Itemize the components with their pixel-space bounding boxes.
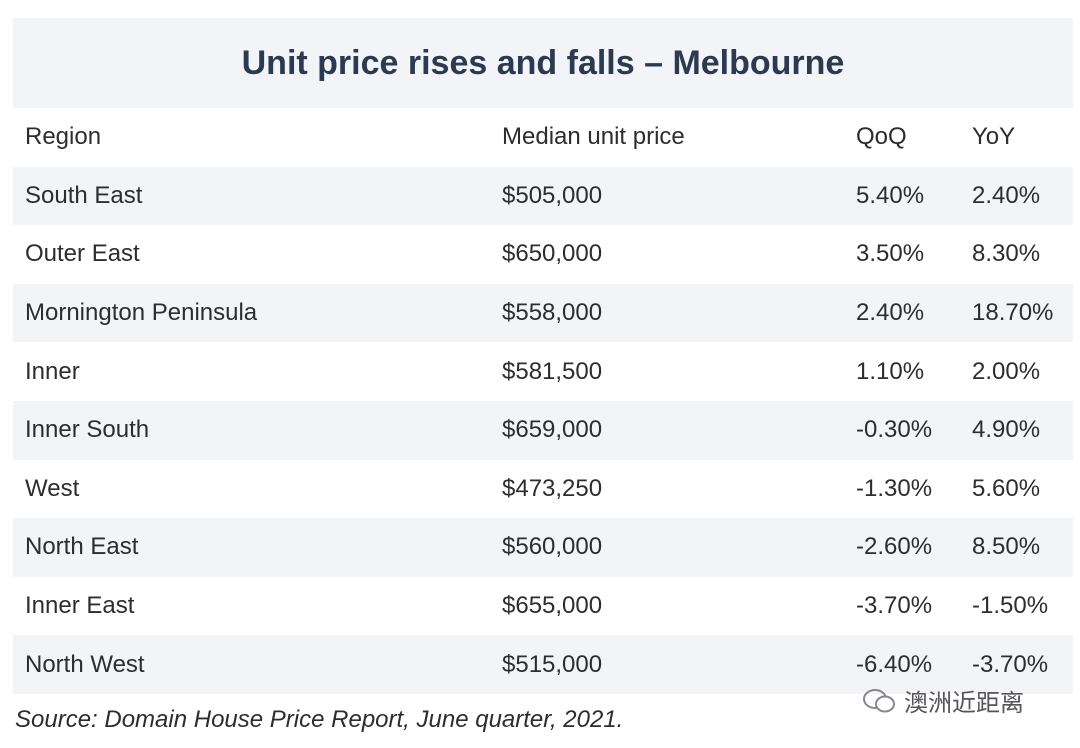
cell: $515,000	[502, 650, 603, 678]
cell: $505,000	[502, 181, 603, 209]
cell: 8.50%	[972, 533, 1041, 561]
table-row: North West $515,000 -6.40% -3.70%	[13, 635, 1073, 694]
cell: Inner East	[25, 592, 135, 620]
cell: -1.30%	[856, 474, 933, 502]
cell: 5.60%	[972, 474, 1041, 502]
cell: Median unit price	[502, 123, 685, 151]
cell: North East	[25, 533, 139, 561]
cell: -3.70%	[856, 592, 933, 620]
cell: $655,000	[502, 592, 603, 620]
cell: Outer East	[25, 240, 140, 268]
cell: South East	[25, 181, 143, 209]
cell: Inner South	[25, 416, 150, 444]
cell: -0.30%	[856, 416, 933, 444]
cell: $581,500	[502, 357, 603, 385]
table-row: Mornington Peninsula $558,000 2.40% 18.70%	[13, 283, 1073, 343]
table-row: Inner East $655,000 -3.70% -1.50%	[13, 577, 1073, 636]
title: Unit price rises and falls – Melbourne	[241, 43, 845, 82]
watermark-icon	[863, 688, 895, 712]
title-band: Unit price rises and falls – Melbourne	[13, 18, 1073, 108]
cell: 4.90%	[972, 416, 1041, 444]
cell: -3.70%	[972, 650, 1049, 678]
table: Region Median unit price QoQ YoY South East $…	[13, 108, 1073, 694]
cell: YoY	[972, 123, 1016, 151]
cell: -1.50%	[972, 592, 1049, 620]
watermark-text: 澳洲近距离	[904, 690, 1024, 717]
cell: Inner	[25, 357, 80, 385]
table-row: Outer East $650,000 3.50% 8.30%	[13, 225, 1073, 284]
cell: $558,000	[502, 299, 603, 327]
cell: Mornington Peninsula	[25, 299, 258, 327]
cell: $473,250	[502, 474, 603, 502]
cell: QoQ	[856, 123, 907, 151]
cell: $650,000	[502, 240, 603, 268]
cell: 2.00%	[972, 357, 1041, 385]
watermark: 澳洲近距离	[862, 683, 1024, 718]
cell: $560,000	[502, 533, 603, 561]
cell: North West	[25, 650, 145, 678]
cell: 1.10%	[856, 357, 925, 385]
table-row: West $473,250 -1.30% 5.60%	[13, 460, 1073, 519]
cell: Region	[25, 123, 102, 151]
cell: 18.70%	[972, 299, 1054, 327]
source-note: Source: Domain House Price Report, June …	[15, 706, 624, 733]
table-row: South East $505,000 5.40% 2.40%	[13, 166, 1073, 226]
table-row: Inner $581,500 1.10% 2.00%	[13, 342, 1073, 401]
cell: -2.60%	[856, 533, 933, 561]
table-row: North East $560,000 -2.60% 8.50%	[13, 518, 1073, 577]
header-row: Region Median unit price QoQ YoY	[13, 108, 1073, 167]
cell: -6.40%	[856, 650, 933, 678]
cell: 5.40%	[856, 181, 925, 209]
cell: 3.50%	[856, 240, 925, 268]
cell: West	[25, 474, 80, 502]
table-row: Inner South $659,000 -0.30% 4.90%	[13, 400, 1073, 460]
cell: 2.40%	[972, 181, 1041, 209]
cell: $659,000	[502, 416, 603, 444]
cell: 2.40%	[856, 299, 925, 327]
cell: 8.30%	[972, 240, 1041, 268]
